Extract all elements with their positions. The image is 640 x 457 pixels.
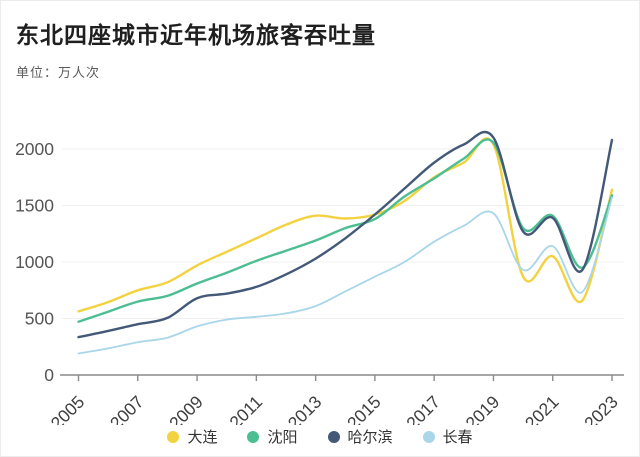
y-axis-label-1000: 1000 <box>15 252 54 272</box>
series-line-dalian <box>77 137 614 313</box>
x-axis-label-2015: 2015 <box>343 392 385 425</box>
legend-item-dalian[interactable]: 大连 <box>167 426 217 447</box>
legend-dot-dalian <box>167 430 180 443</box>
page-title: 东北四座城市近年机场旅客吞吐量 <box>16 22 376 48</box>
x-axis-label-2019: 2019 <box>462 392 504 425</box>
y-axis-label-1500: 1500 <box>15 196 54 216</box>
legend-item-changchun[interactable]: 长春 <box>422 426 473 447</box>
x-axis-label-2009: 2009 <box>165 392 207 425</box>
chart-legend: 大连 沈阳 哈尔滨 长春 <box>0 426 640 447</box>
y-axis-label-2000: 2000 <box>15 139 54 159</box>
x-axis-label-2011: 2011 <box>225 392 266 425</box>
legend-label-dalian: 大连 <box>187 429 218 446</box>
series-line-changchun <box>77 196 613 355</box>
legend-label-shenyang: 沈阳 <box>267 429 298 446</box>
x-axis-label-2023: 2023 <box>580 392 622 425</box>
legend-item-shenyang[interactable]: 沈阳 <box>247 426 298 447</box>
line-chart: 0 500 1000 1500 2000 2005 2007 2009 2011 2013 2015… <box>15 130 624 425</box>
x-axis-label-2021: 2021 <box>521 392 563 425</box>
legend-dot-harbin <box>327 430 340 443</box>
series-line-harbin <box>77 130 614 339</box>
y-axis-label-0: 0 <box>44 365 54 385</box>
legend-dot-changchun <box>422 430 435 443</box>
legend-item-harbin[interactable]: 哈尔滨 <box>327 426 393 447</box>
x-axis-label-2013: 2013 <box>284 392 326 425</box>
legend-label-changchun: 长春 <box>442 429 473 446</box>
x-axis-label-2005: 2005 <box>47 392 89 425</box>
unit-label: 单位：万人次 <box>16 65 101 80</box>
y-axis-label-500: 500 <box>25 309 54 329</box>
x-axis-label-2017: 2017 <box>402 392 444 425</box>
x-axis-label-2007: 2007 <box>106 392 148 425</box>
series-line-shenyang <box>77 138 614 323</box>
legend-label-harbin: 哈尔滨 <box>347 429 393 446</box>
legend-dot-shenyang <box>247 430 260 443</box>
